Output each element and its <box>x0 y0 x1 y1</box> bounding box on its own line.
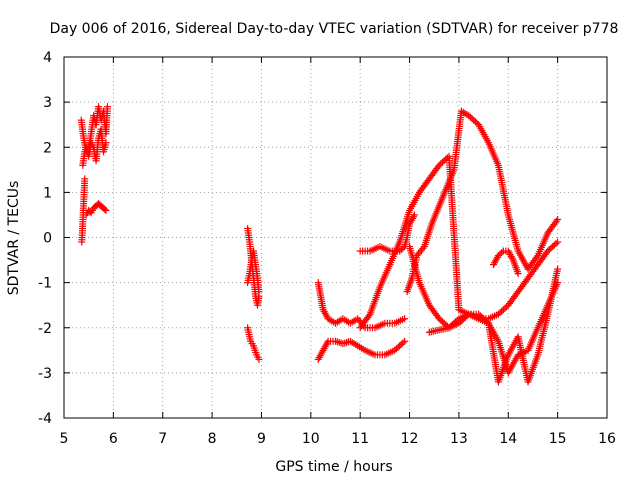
data-point <box>514 270 522 278</box>
data-point-trace <box>483 318 491 326</box>
data-point <box>81 175 89 183</box>
x-axis-label: GPS time / hours <box>275 459 392 475</box>
y-tick-label: 1 <box>43 185 52 201</box>
data-points <box>77 103 562 386</box>
data-point <box>102 206 110 214</box>
data-point-trace <box>448 321 456 329</box>
data-point-trace <box>392 345 400 353</box>
data-point <box>445 324 453 332</box>
data-point <box>554 238 562 246</box>
y-tick-label: -2 <box>38 321 52 337</box>
x-tick-label: 11 <box>351 431 369 447</box>
data-point <box>435 315 443 323</box>
data-point <box>435 161 443 169</box>
data-point-trace <box>399 339 407 347</box>
data-point-trace <box>399 244 407 252</box>
data-point <box>465 112 473 120</box>
data-point-trace <box>496 250 504 258</box>
x-tick-label: 7 <box>158 431 167 447</box>
data-point <box>401 315 409 323</box>
data-point-trace <box>470 116 478 124</box>
data-point-trace <box>533 253 541 261</box>
x-tick-label: 5 <box>60 431 69 447</box>
data-point-trace <box>476 312 484 320</box>
data-point <box>410 211 418 219</box>
x-tick-label: 9 <box>257 431 266 447</box>
data-point-trace <box>101 205 109 213</box>
data-point-trace <box>453 316 461 324</box>
data-point <box>475 310 483 318</box>
y-tick-label: -3 <box>38 366 52 382</box>
data-point-trace <box>549 243 557 251</box>
y-tick-label: 4 <box>43 50 52 66</box>
data-point <box>554 265 562 273</box>
data-point-trace <box>498 307 506 315</box>
y-tick-label: -4 <box>38 411 52 427</box>
data-point-trace <box>473 119 481 127</box>
data-point <box>103 103 111 111</box>
data-point-trace <box>397 340 405 348</box>
data-point-trace <box>365 312 373 320</box>
data-point-trace <box>481 316 489 324</box>
x-tick-label: 12 <box>401 431 419 447</box>
x-axis-tick-labels: 5 6 7 8 9 10 11 12 13 14 15 16 <box>60 431 616 447</box>
data-point-trace <box>442 321 450 329</box>
gridlines <box>64 57 607 418</box>
axis-ticks <box>63 56 608 419</box>
data-point <box>401 337 409 345</box>
y-axis-label: SDTVAR / TECUs <box>6 181 22 296</box>
data-point-trace <box>471 118 479 126</box>
data-point <box>544 247 552 255</box>
data-point-trace <box>442 155 450 163</box>
data-point-trace <box>496 309 504 317</box>
data-point-trace <box>394 343 402 351</box>
data-point-trace <box>552 240 560 248</box>
x-tick-label: 6 <box>109 431 118 447</box>
data-point-trace <box>437 160 445 168</box>
data-point-trace <box>447 322 455 330</box>
data-point <box>102 139 110 147</box>
x-tick-label: 8 <box>208 431 217 447</box>
data-point <box>391 346 399 354</box>
data-point-trace <box>552 217 560 225</box>
data-point <box>554 215 562 223</box>
data-point-trace <box>501 304 509 312</box>
data-point-trace <box>437 316 445 324</box>
data-point-trace <box>438 158 446 166</box>
data-point-trace <box>547 244 555 252</box>
data-point <box>255 355 263 363</box>
x-tick-label: 14 <box>499 431 517 447</box>
data-point-trace <box>450 319 458 327</box>
data-point-trace <box>468 115 476 123</box>
y-tick-label: 2 <box>43 140 52 156</box>
data-point-trace <box>478 313 486 321</box>
chart-title: Day 006 of 2016, Sidereal Day-to-day VTE… <box>50 21 619 37</box>
data-point <box>494 310 502 318</box>
y-tick-label: -1 <box>38 276 52 292</box>
data-point-trace <box>498 249 506 257</box>
data-point <box>255 288 263 296</box>
data-point-trace <box>440 319 448 327</box>
x-tick-label: 10 <box>302 431 320 447</box>
data-point-trace <box>550 241 558 249</box>
plot-area <box>63 56 608 419</box>
data-point-trace <box>499 306 507 314</box>
x-tick-label: 16 <box>598 431 616 447</box>
x-tick-label: 15 <box>549 431 567 447</box>
data-point-trace <box>396 342 404 350</box>
data-point-trace <box>545 246 553 254</box>
data-point-trace <box>397 246 405 254</box>
data-point-trace <box>466 113 474 121</box>
data-point <box>494 252 502 260</box>
data-point-trace <box>480 315 488 323</box>
x-tick-label: 13 <box>450 431 468 447</box>
data-point-trace <box>438 318 446 326</box>
data-point <box>396 247 404 255</box>
y-tick-label: 3 <box>43 95 52 111</box>
data-point-trace <box>452 318 460 326</box>
y-tick-label: 0 <box>43 231 52 247</box>
y-axis-tick-labels: 4 3 2 1 0 -1 -2 -3 -4 <box>38 50 52 427</box>
